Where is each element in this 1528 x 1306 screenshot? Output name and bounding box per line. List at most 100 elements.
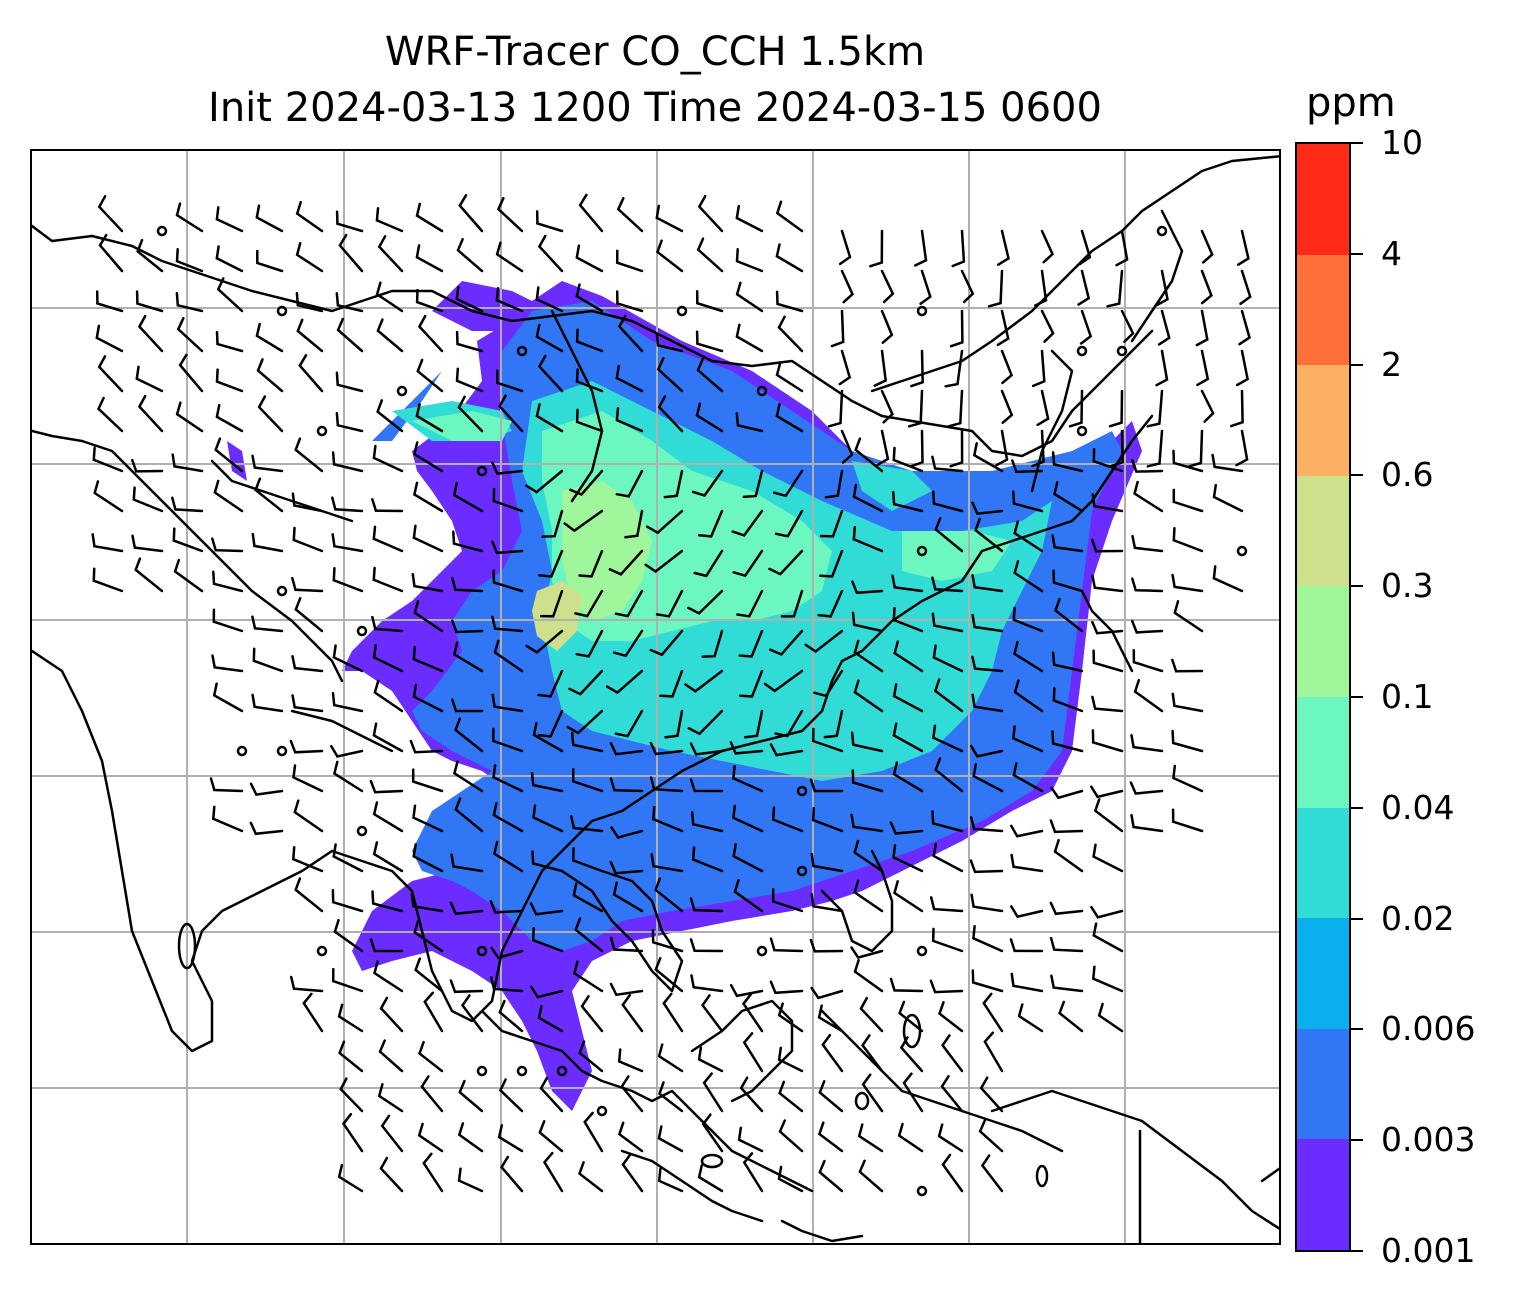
wind-barb	[772, 469, 804, 498]
wind-barb	[331, 691, 364, 713]
wind-barb	[1092, 649, 1124, 673]
wind-barb	[819, 549, 844, 578]
wind-barb	[525, 629, 564, 654]
wind-barb	[810, 986, 844, 1000]
wind-barb	[609, 860, 644, 875]
wind-barb	[1130, 813, 1164, 833]
calm-wind-circle	[1116, 345, 1128, 357]
wind-barb	[535, 286, 564, 313]
wind-barb	[687, 589, 724, 615]
wind-barb	[572, 882, 604, 913]
wind-barb	[1097, 1002, 1124, 1033]
wind-barb	[1036, 389, 1050, 427]
wind-barb	[171, 453, 204, 473]
wind-barb	[498, 999, 524, 1033]
wind-barb	[1131, 459, 1164, 473]
wind-barb	[735, 248, 764, 273]
wind-barb	[215, 206, 244, 233]
wind-barb	[809, 778, 844, 793]
wind-barb	[971, 613, 1004, 633]
coastline	[780, 1219, 864, 1243]
wind-barb	[415, 288, 444, 313]
wind-barb	[1011, 459, 1044, 474]
wind-barb	[296, 318, 324, 353]
wind-barb	[1108, 389, 1124, 428]
wind-barb	[809, 938, 844, 953]
wind-barb	[1000, 389, 1014, 425]
wind-barb	[410, 893, 444, 913]
wind-barb	[851, 769, 884, 793]
wind-barb	[702, 1072, 724, 1113]
colorbar-tick-label: 0.1	[1381, 677, 1434, 716]
wind-barb	[771, 888, 804, 913]
wind-barb	[537, 1004, 564, 1033]
wind-barb	[532, 722, 564, 753]
wind-barb	[1132, 648, 1164, 673]
wind-barb	[575, 283, 604, 313]
wind-barb	[251, 454, 284, 473]
wind-barb	[1211, 453, 1244, 473]
wind-barb	[409, 739, 444, 754]
calm-wind-circle	[596, 1105, 608, 1117]
wind-barb	[1131, 619, 1164, 634]
wind-barb	[615, 469, 644, 498]
wind-barb	[175, 401, 204, 433]
colorbar-tick-label: 0.006	[1381, 1009, 1476, 1049]
wind-barb	[1172, 764, 1204, 793]
wind-barb	[415, 403, 444, 433]
coastline	[820, 849, 894, 953]
wind-barb	[827, 389, 844, 428]
wind-barb	[1171, 658, 1204, 673]
wind-barb	[621, 1153, 644, 1193]
colorbar-tick-label: 4	[1381, 233, 1402, 273]
wind-barb	[377, 235, 404, 273]
wind-barb	[380, 1114, 404, 1153]
wind-barb	[563, 509, 604, 533]
calm-wind-circle	[316, 425, 328, 437]
wind-barb	[492, 569, 524, 593]
wind-barb	[969, 744, 1004, 758]
wind-barb	[615, 249, 644, 273]
colorbar-tick	[1351, 1250, 1363, 1252]
wind-barb	[996, 309, 1010, 347]
wind-barb	[292, 526, 324, 553]
wind-barb	[1131, 534, 1164, 553]
wind-barb	[423, 991, 444, 1033]
wind-barb	[251, 532, 284, 553]
wind-barb	[969, 859, 1004, 874]
wind-barb	[811, 806, 844, 833]
colorbar-tick	[1351, 1028, 1363, 1031]
wind-barb	[892, 761, 924, 793]
wind-barb	[974, 517, 1004, 553]
wind-barb	[175, 247, 204, 273]
wind-barb	[818, 1159, 844, 1193]
wind-barb	[1106, 269, 1124, 308]
wind-barb	[1052, 569, 1084, 593]
calm-wind-circle	[916, 1185, 928, 1197]
wind-barb	[1049, 901, 1084, 916]
wind-barb	[891, 490, 924, 513]
coastline	[690, 999, 794, 1103]
wind-barb	[291, 492, 324, 513]
wind-barb	[1040, 309, 1055, 343]
wind-barb	[1054, 597, 1084, 633]
wind-barb	[1155, 349, 1169, 387]
wind-barb	[696, 357, 724, 393]
wind-barb	[742, 469, 764, 499]
wind-barb	[1091, 729, 1124, 753]
tracer-contour	[852, 461, 932, 511]
wind-barb	[733, 879, 764, 913]
calm-wind-circle	[356, 625, 368, 637]
wind-barb	[371, 890, 404, 913]
wind-barb	[337, 1003, 364, 1033]
wind-barb	[1091, 695, 1124, 713]
wind-barb	[372, 525, 404, 553]
wind-barb	[819, 509, 844, 538]
wind-barb	[697, 194, 724, 233]
wind-barb	[891, 574, 924, 593]
coastline-layer	[32, 155, 1279, 1243]
wind-barb	[777, 1165, 804, 1193]
wind-barb	[456, 238, 484, 273]
wind-barb	[854, 437, 884, 473]
colorbar-segment	[1297, 807, 1349, 919]
